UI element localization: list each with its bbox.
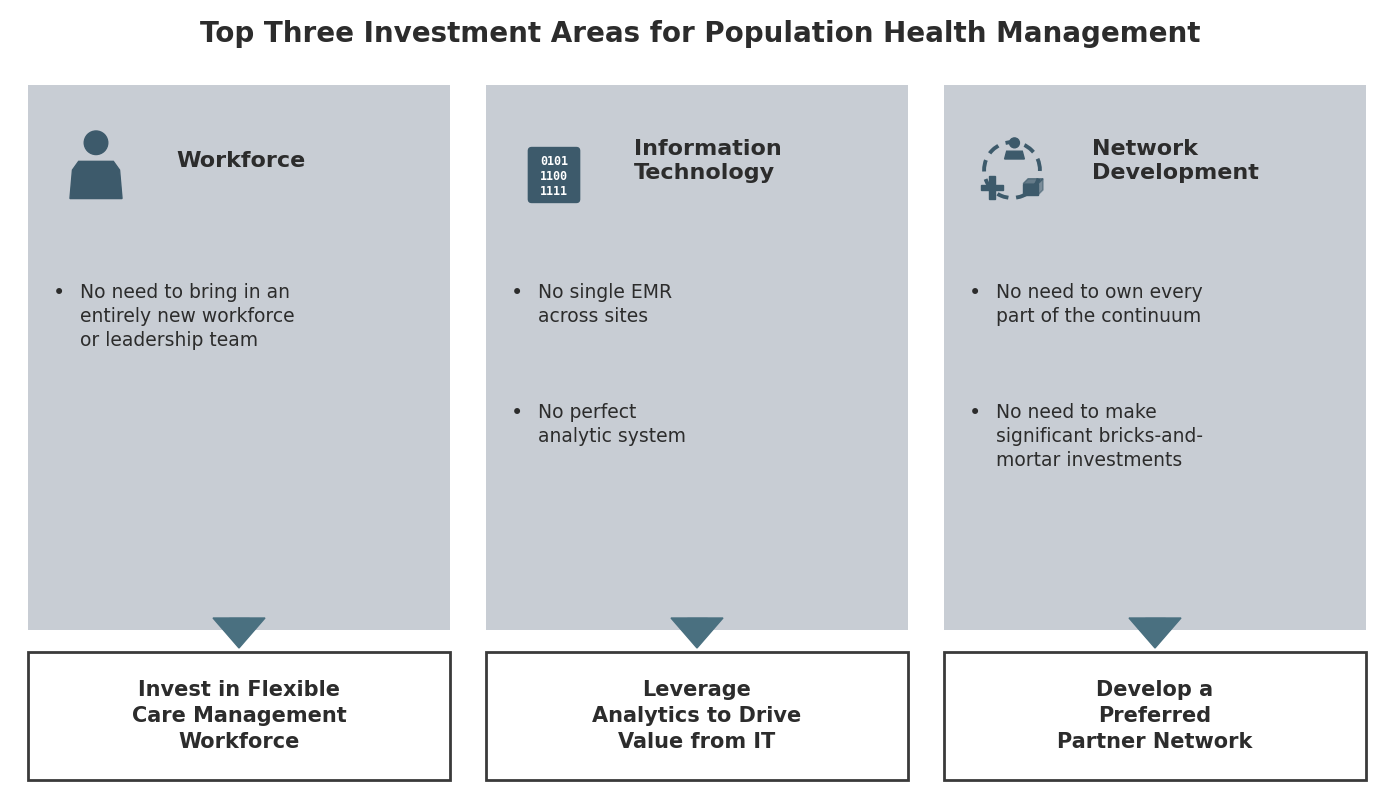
Polygon shape xyxy=(213,618,265,648)
Bar xyxy=(28,85,449,630)
Text: 1100: 1100 xyxy=(540,170,568,183)
Text: •: • xyxy=(53,283,66,303)
Text: No perfect
analytic system: No perfect analytic system xyxy=(538,403,686,446)
Bar xyxy=(981,185,1004,190)
Bar xyxy=(687,618,707,634)
Text: No need to bring in an
entirely new workforce
or leadership team: No need to bring in an entirely new work… xyxy=(80,283,294,349)
Ellipse shape xyxy=(84,131,108,154)
Polygon shape xyxy=(1128,618,1182,648)
Text: •: • xyxy=(969,403,981,423)
Polygon shape xyxy=(671,618,722,648)
Text: Invest in Flexible
Care Management
Workforce: Invest in Flexible Care Management Workf… xyxy=(132,680,346,752)
Bar xyxy=(944,85,1366,630)
Text: No single EMR
across sites: No single EMR across sites xyxy=(538,283,672,326)
Text: No need to make
significant bricks-and-
mortar investments: No need to make significant bricks-and- … xyxy=(995,403,1203,470)
Text: •: • xyxy=(511,403,524,423)
Bar xyxy=(944,652,1366,780)
Text: •: • xyxy=(969,283,981,303)
Text: 0101: 0101 xyxy=(540,155,568,168)
Text: No need to own every
part of the continuum: No need to own every part of the continu… xyxy=(995,283,1203,326)
Bar xyxy=(486,652,909,780)
FancyBboxPatch shape xyxy=(528,147,581,204)
Bar xyxy=(28,652,449,780)
Text: Develop a
Preferred
Partner Network: Develop a Preferred Partner Network xyxy=(1057,680,1253,752)
Polygon shape xyxy=(70,162,122,199)
Polygon shape xyxy=(1023,184,1037,195)
Polygon shape xyxy=(1005,151,1025,159)
Text: •: • xyxy=(511,283,524,303)
Bar xyxy=(230,618,249,634)
Text: Workforce: Workforce xyxy=(176,151,305,171)
Polygon shape xyxy=(1037,179,1043,195)
Bar xyxy=(990,177,995,199)
Ellipse shape xyxy=(1009,138,1019,148)
Text: Network
Development: Network Development xyxy=(1092,139,1259,183)
Text: Leverage
Analytics to Drive
Value from IT: Leverage Analytics to Drive Value from I… xyxy=(592,680,802,752)
Text: Top Three Investment Areas for Population Health Management: Top Three Investment Areas for Populatio… xyxy=(200,20,1200,48)
Bar xyxy=(1145,618,1165,634)
Polygon shape xyxy=(1023,179,1043,184)
Text: 1111: 1111 xyxy=(540,185,568,198)
Text: Information
Technology: Information Technology xyxy=(634,139,781,183)
Bar xyxy=(486,85,909,630)
